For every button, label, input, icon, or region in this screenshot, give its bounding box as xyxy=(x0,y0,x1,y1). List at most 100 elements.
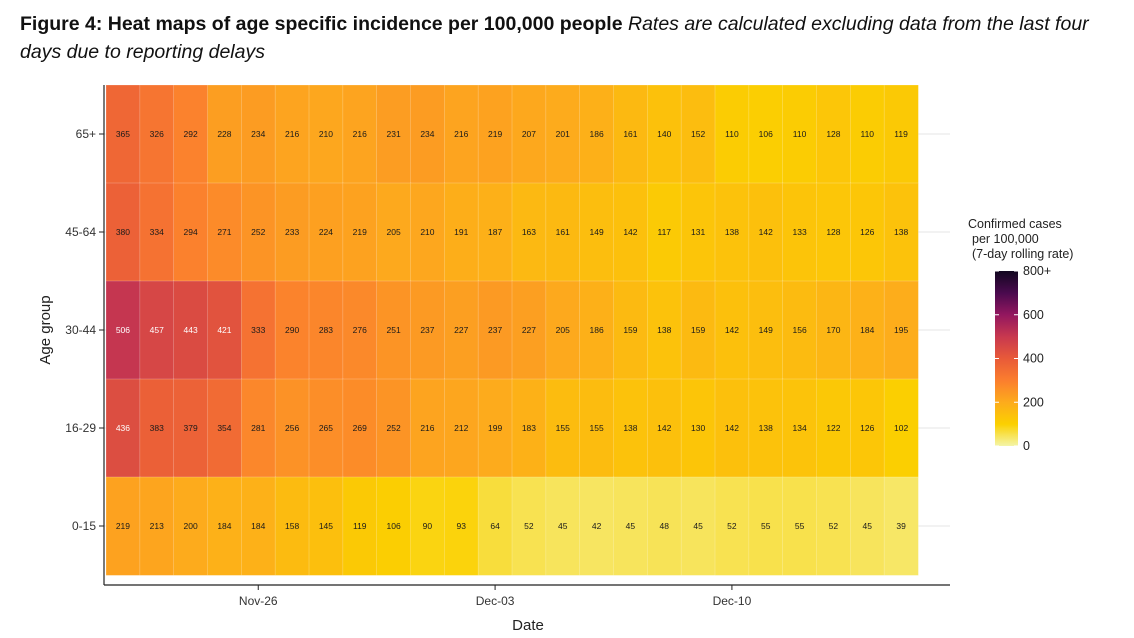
heatmap-cell xyxy=(816,182,852,282)
heatmap-cell xyxy=(545,84,581,184)
heatmap-cell xyxy=(680,84,716,184)
cell-value-label: 142 xyxy=(623,227,637,237)
cell-value-label: 161 xyxy=(623,129,637,139)
heatmap-cell xyxy=(376,182,412,282)
heatmap-cell xyxy=(545,280,581,380)
cell-value-label: 199 xyxy=(488,423,502,433)
cell-value-label: 200 xyxy=(183,521,197,531)
heatmap-cell xyxy=(410,84,446,184)
cell-value-label: 140 xyxy=(657,129,671,139)
cell-value-label: 457 xyxy=(150,325,164,335)
cell-value-label: 110 xyxy=(725,129,739,139)
heatmap-cell xyxy=(613,280,649,380)
cell-value-label: 237 xyxy=(488,325,502,335)
cell-value-label: 256 xyxy=(285,423,299,433)
heatmap-cell xyxy=(579,84,615,184)
legend-tick-label: 200 xyxy=(1023,395,1044,409)
heatmap-cell xyxy=(850,378,885,478)
heatmap-cell xyxy=(410,280,446,380)
cell-value-label: 142 xyxy=(657,423,671,433)
cell-value-label: 117 xyxy=(657,227,671,237)
cell-value-label: 145 xyxy=(319,521,333,531)
heatmap-cell xyxy=(477,182,513,282)
cell-value-label: 354 xyxy=(217,423,231,433)
caption-note: Rates are calculated excluding data from… xyxy=(20,13,1089,63)
cell-value-label: 159 xyxy=(691,325,705,335)
heatmap-cell xyxy=(883,182,919,282)
heatmap-cell xyxy=(748,84,784,184)
cell-value-label: 292 xyxy=(183,129,197,139)
cell-value-label: 119 xyxy=(353,521,367,531)
cell-value-label: 128 xyxy=(826,129,840,139)
cell-value-label: 281 xyxy=(251,423,265,433)
x-axis-ticks: Nov-26 Dec-03 Dec-10 xyxy=(239,585,752,608)
heatmap-cell xyxy=(376,476,412,576)
cell-value-label: 142 xyxy=(725,423,739,433)
heatmap-cell xyxy=(207,476,243,576)
x-axis-title: Date xyxy=(512,617,544,634)
cell-value-label: 252 xyxy=(386,423,400,433)
x-tick-label: Nov-26 xyxy=(239,594,278,608)
cell-value-label: 436 xyxy=(116,423,130,433)
cell-value-label: 155 xyxy=(589,423,603,433)
cell-value-label: 39 xyxy=(896,521,906,531)
cell-value-label: 231 xyxy=(386,129,400,139)
cell-value-label: 228 xyxy=(217,129,231,139)
heatmap-cell xyxy=(511,378,547,478)
x-tick-label: Dec-03 xyxy=(476,594,515,608)
cell-value-label: 271 xyxy=(217,227,231,237)
cell-value-label: 155 xyxy=(556,423,570,433)
cell-value-label: 212 xyxy=(454,423,468,433)
heatmap-cell xyxy=(579,280,615,380)
heatmap-cell xyxy=(748,182,784,282)
heatmap-cell xyxy=(274,476,310,576)
heatmap-cell xyxy=(207,378,243,478)
heatmap-cell xyxy=(647,280,682,380)
cell-value-label: 421 xyxy=(217,325,231,335)
heatmap-cell xyxy=(376,84,412,184)
y-tick-label: 0-15 xyxy=(72,519,96,533)
cell-value-label: 380 xyxy=(116,227,130,237)
heatmap-cell xyxy=(274,182,310,282)
cell-value-label: 186 xyxy=(589,129,603,139)
heatmap-cell xyxy=(816,378,852,478)
y-axis-ticks: 65+ 45-64 30-44 16-29 0-15 xyxy=(65,127,104,533)
cell-value-label: 191 xyxy=(454,227,468,237)
cell-value-label: 290 xyxy=(285,325,299,335)
cell-value-label: 130 xyxy=(691,423,705,433)
heatmap-cell xyxy=(545,476,581,576)
heatmap-cell xyxy=(477,84,513,184)
cell-value-label: 45 xyxy=(626,521,636,531)
heatmap-cell xyxy=(511,476,547,576)
heatmap-cell xyxy=(782,476,818,576)
cell-value-label: 134 xyxy=(792,423,806,433)
heatmap-cell xyxy=(477,378,513,478)
heatmap-cell xyxy=(274,84,310,184)
cell-value-label: 161 xyxy=(556,227,570,237)
heatmap-cell xyxy=(545,182,581,282)
cell-value-label: 183 xyxy=(522,423,536,433)
cell-value-label: 170 xyxy=(826,325,840,335)
cell-value-label: 210 xyxy=(420,227,434,237)
cell-value-label: 379 xyxy=(183,423,197,433)
cell-value-label: 224 xyxy=(319,227,333,237)
heatmap-cell xyxy=(511,182,547,282)
cell-value-label: 156 xyxy=(792,325,806,335)
cell-value-label: 102 xyxy=(894,423,908,433)
heatmap-cell xyxy=(714,476,750,576)
cell-value-label: 201 xyxy=(556,129,570,139)
heatmap-cell xyxy=(613,84,649,184)
legend-tick-label: 600 xyxy=(1023,308,1044,322)
cell-value-label: 269 xyxy=(353,423,367,433)
cell-value-label: 110 xyxy=(793,129,807,139)
legend-tick-label: 0 xyxy=(1023,439,1030,453)
heatmap-cell xyxy=(444,84,479,184)
figure-caption: Figure 4: Heat maps of age specific inci… xyxy=(20,10,1125,66)
cell-value-label: 93 xyxy=(457,521,467,531)
cell-value-label: 52 xyxy=(727,521,737,531)
cell-value-label: 219 xyxy=(488,129,502,139)
cell-value-label: 213 xyxy=(150,521,164,531)
caption-title: Figure 4: Heat maps of age specific inci… xyxy=(20,13,623,35)
heatmap-cell xyxy=(579,476,615,576)
cell-value-label: 205 xyxy=(386,227,400,237)
